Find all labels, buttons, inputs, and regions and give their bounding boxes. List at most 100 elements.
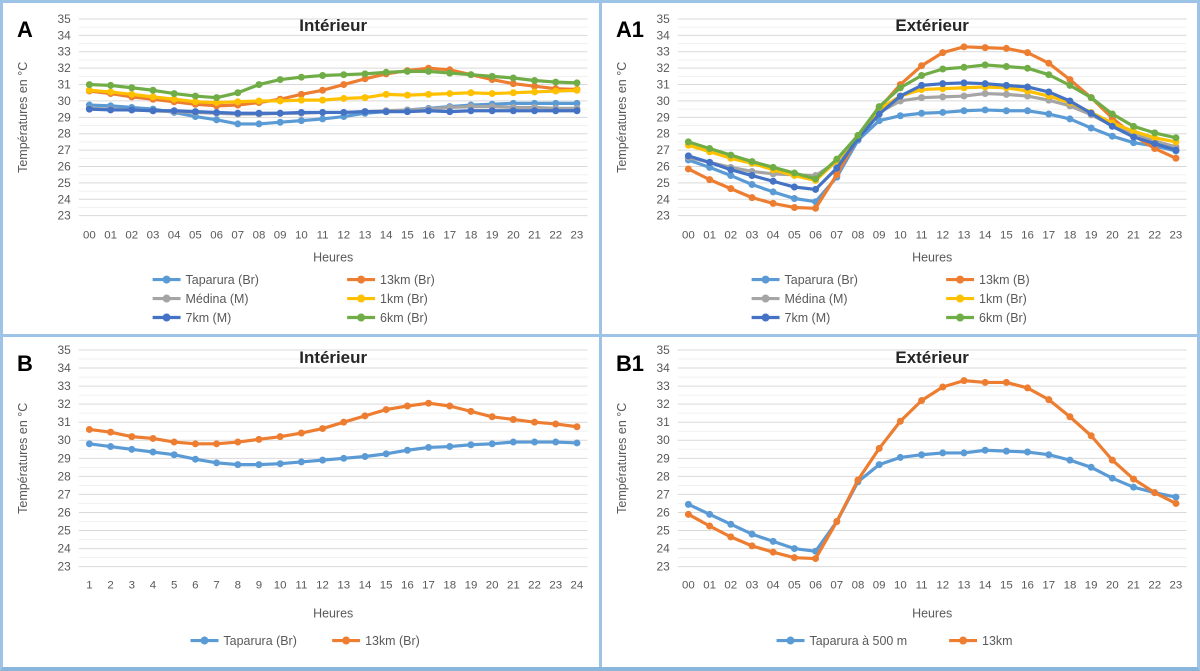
data-point-marker bbox=[1108, 474, 1116, 482]
series-line bbox=[686, 448, 1178, 553]
series-6km (Br) bbox=[684, 61, 1179, 183]
x-tick-label: 10 bbox=[893, 230, 906, 242]
data-point-marker bbox=[361, 94, 369, 102]
legend-marker-icon bbox=[162, 275, 171, 284]
panel-label: B bbox=[17, 350, 33, 375]
chart-a1-exterieur: 35 34 33 32 31 30 29 28 27 26 25 24 23 00 01 02 03 04 05 06… bbox=[614, 12, 1187, 325]
series-line bbox=[686, 63, 1178, 181]
x-tick-label: 23 bbox=[1169, 579, 1182, 591]
y-tick-label: 26 bbox=[656, 159, 670, 173]
data-point-marker bbox=[446, 402, 454, 409]
data-point-marker bbox=[917, 62, 925, 70]
x-tick-label: 14 bbox=[359, 579, 372, 591]
data-point-marker bbox=[832, 155, 840, 163]
data-point-marker bbox=[297, 90, 305, 98]
legend-label: 6km (Br) bbox=[380, 311, 428, 325]
data-point-marker bbox=[705, 163, 713, 171]
data-point-marker bbox=[467, 407, 475, 415]
data-point-marker bbox=[319, 108, 327, 116]
legend-marker-icon bbox=[200, 636, 209, 645]
data-point-marker bbox=[875, 103, 883, 111]
series-Taparura (Br) bbox=[85, 438, 581, 468]
x-tick-label: 20 bbox=[1105, 579, 1118, 591]
data-point-marker bbox=[509, 80, 517, 88]
data-point-marker bbox=[552, 438, 560, 446]
x-tick-label: 11 bbox=[317, 230, 329, 242]
data-point-marker bbox=[1108, 132, 1116, 140]
data-point-marker bbox=[917, 396, 925, 404]
x-tick-label: 07 bbox=[231, 230, 244, 242]
data-point-marker bbox=[1023, 49, 1031, 57]
x-tick-label: 18 bbox=[443, 579, 456, 591]
x-tick-label: 02 bbox=[125, 230, 138, 242]
data-point-marker bbox=[361, 452, 369, 460]
data-point-marker bbox=[319, 96, 327, 104]
data-point-marker bbox=[938, 80, 946, 88]
legend-item: 6km (Br) bbox=[347, 311, 428, 325]
data-point-marker bbox=[467, 71, 475, 79]
x-tick-label: 10 bbox=[274, 579, 287, 591]
legend-item: Taparura (Br) bbox=[152, 273, 259, 287]
x-tick-label: 24 bbox=[571, 579, 584, 591]
data-point-marker bbox=[1002, 378, 1010, 386]
data-point-marker bbox=[1044, 395, 1052, 403]
data-point-marker bbox=[917, 450, 925, 458]
data-point-marker bbox=[425, 399, 433, 407]
data-point-marker bbox=[340, 81, 348, 89]
data-point-marker bbox=[403, 91, 411, 99]
data-point-marker bbox=[319, 86, 327, 94]
data-point-marker bbox=[1044, 59, 1052, 67]
data-point-marker bbox=[255, 97, 263, 105]
data-point-marker bbox=[938, 383, 946, 391]
data-point-marker bbox=[875, 444, 883, 452]
data-point-marker bbox=[875, 117, 883, 125]
chart-a-interieur: 35 34 33 32 31 30 29 28 27 26 25 24 23 00 01 02 03 04 05 06… bbox=[16, 12, 588, 325]
data-point-marker bbox=[573, 79, 581, 87]
data-point-marker bbox=[1002, 63, 1010, 70]
data-point-marker bbox=[684, 165, 692, 173]
data-point-marker bbox=[128, 84, 136, 92]
chart-title: Extérieur bbox=[895, 16, 969, 35]
data-point-marker bbox=[684, 500, 692, 508]
x-tick-label: 18 bbox=[1063, 579, 1076, 591]
legend-marker-icon bbox=[955, 313, 964, 322]
data-point-marker bbox=[319, 424, 327, 432]
data-point-marker bbox=[573, 107, 581, 115]
x-tick-label: 12 bbox=[337, 230, 350, 242]
data-point-marker bbox=[896, 453, 904, 461]
legend-label: Taparura à 500 m bbox=[809, 634, 907, 648]
data-point-marker bbox=[149, 93, 157, 101]
data-point-marker bbox=[769, 537, 777, 545]
data-point-marker bbox=[85, 105, 93, 113]
x-tick-label: 01 bbox=[703, 230, 716, 242]
data-point-marker bbox=[213, 108, 221, 116]
data-point-marker bbox=[769, 177, 777, 185]
legend-label: 13km (B) bbox=[979, 273, 1030, 287]
x-tick-label: 05 bbox=[788, 230, 801, 242]
data-point-marker bbox=[769, 163, 777, 171]
data-point-marker bbox=[425, 67, 433, 75]
x-tick-label: 13 bbox=[359, 230, 372, 242]
y-tick-label: 27 bbox=[656, 143, 670, 157]
chart-title: Intérieur bbox=[299, 16, 367, 35]
y-tick-label: 27 bbox=[58, 143, 72, 157]
legend-item: 13km bbox=[948, 634, 1012, 648]
data-point-marker bbox=[297, 73, 305, 81]
chart-title: Extérieur bbox=[895, 347, 969, 366]
legend: Taparura (Br) 13km (Br) bbox=[190, 634, 420, 648]
data-point-marker bbox=[1108, 110, 1116, 118]
data-point-marker bbox=[1002, 447, 1010, 455]
legend-label: 13km bbox=[982, 634, 1012, 648]
data-point-marker bbox=[340, 71, 348, 79]
legend-item: 7km (M) bbox=[751, 311, 830, 325]
data-point-marker bbox=[552, 107, 560, 115]
y-tick-label: 28 bbox=[656, 469, 670, 483]
data-point-marker bbox=[234, 438, 242, 446]
x-tick-label: 23 bbox=[549, 579, 562, 591]
data-point-marker bbox=[85, 86, 93, 94]
data-point-marker bbox=[981, 106, 989, 114]
x-tick-label: 02 bbox=[724, 230, 737, 242]
data-point-marker bbox=[684, 138, 692, 146]
data-point-marker bbox=[790, 195, 798, 202]
data-point-marker bbox=[1002, 44, 1010, 52]
